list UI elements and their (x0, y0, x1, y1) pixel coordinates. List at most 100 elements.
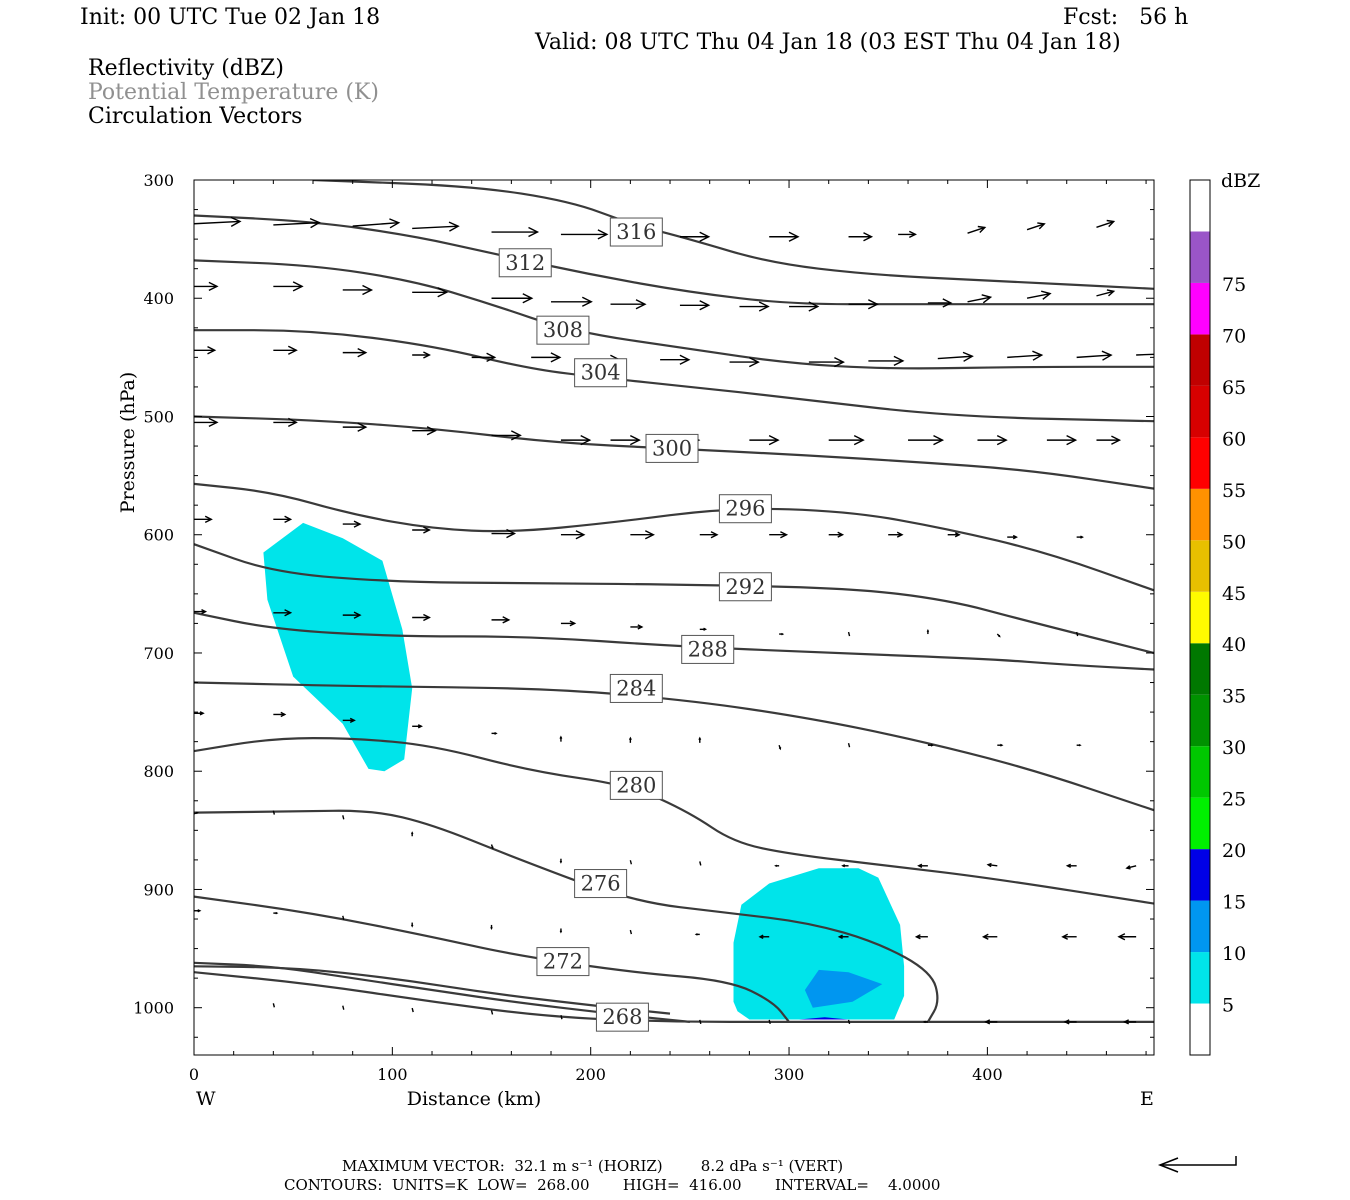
contour-label-box (609, 770, 663, 800)
vector-head (494, 731, 498, 735)
vector-head (853, 434, 865, 446)
circulation-vector (490, 924, 493, 930)
x-axis-label: Distance (km) (407, 1088, 542, 1110)
vector-shaft (1076, 354, 1112, 359)
vector-head (410, 924, 414, 928)
contour-label-text: 276 (581, 872, 621, 896)
vector-head (502, 616, 511, 624)
circulation-vector (342, 347, 368, 358)
circulation-vector (699, 531, 719, 539)
max-vector-note: MAXIMUM VECTOR: 32.1 m s⁻¹ (HORIZ) 8.2 d… (342, 1157, 844, 1175)
colorbar-swatch (1190, 231, 1210, 283)
circulation-vector (1026, 222, 1046, 231)
circulation-vector (273, 217, 321, 229)
vector-head (628, 736, 632, 741)
circulation-vector (610, 299, 647, 310)
circulation-vector (808, 356, 845, 368)
contour-label-text: 308 (543, 318, 583, 342)
circulation-vector (1061, 933, 1077, 940)
theta-contour-280 (194, 736, 1154, 905)
vector-head (774, 864, 778, 868)
circulation-vector (927, 743, 935, 747)
circulation-vector (848, 299, 879, 310)
vector-head (977, 225, 987, 233)
vector-head (448, 221, 460, 232)
y-axis-label: Pressure (hPa) (117, 372, 139, 514)
circulation-vector (828, 434, 865, 446)
vector-head (996, 434, 1008, 446)
vector-head (1078, 743, 1082, 747)
vector-head (280, 711, 287, 718)
forecast-hour: Fcst: 56 h (1063, 5, 1189, 30)
circulation-vector (848, 232, 874, 242)
vector-head (778, 747, 782, 751)
vector-head (933, 434, 945, 446)
circulation-vector (342, 717, 356, 724)
theta-contour-268 (194, 971, 1154, 1024)
vector-head (199, 711, 205, 716)
circulation-vector (412, 426, 437, 436)
circulation-vector (1007, 534, 1018, 540)
circulation-vector (769, 231, 800, 242)
vector-head (841, 864, 846, 868)
circulation-vector (977, 434, 1008, 446)
circulation-vector (679, 231, 711, 242)
vector-head (908, 230, 917, 239)
circulation-vector (194, 417, 219, 428)
circulation-vector (698, 736, 702, 743)
reflectivity-area (263, 522, 413, 772)
vector-head (863, 232, 874, 242)
circulation-vector (273, 281, 304, 292)
circulation-vector (410, 922, 414, 928)
circulation-vector (272, 810, 276, 815)
vector-head (581, 296, 593, 307)
vector-head (758, 934, 764, 940)
colorbar-frame (1189, 179, 1211, 1056)
circulation-vector (491, 226, 540, 238)
circulation-vector (342, 422, 368, 432)
circulation-vector (699, 861, 702, 866)
vector-head (580, 434, 592, 446)
reflectivity-area (799, 1017, 849, 1020)
vector-head (559, 930, 563, 934)
vector-head (699, 300, 711, 311)
circulation-vector (922, 1020, 928, 1024)
vector-head (998, 634, 1001, 638)
colorbar-tick-label: 55 (1222, 480, 1246, 502)
contour-label-268: 268 (595, 1002, 649, 1032)
init-time: Init: 00 UTC Tue 02 Jan 18 (80, 5, 381, 30)
circulation-vector (412, 221, 460, 232)
colorbar-swatch (1190, 591, 1210, 644)
vector-shaft (411, 1007, 414, 1013)
contour-label-308: 308 (536, 315, 590, 345)
vector-shaft (1075, 631, 1079, 637)
contour-label-292: 292 (718, 572, 772, 602)
circulation-vector (914, 934, 928, 940)
vector-head (597, 229, 609, 240)
circulation-vector (926, 629, 930, 635)
contour-label-300: 300 (645, 433, 699, 463)
circulation-vector (1136, 353, 1154, 356)
vector-head (893, 355, 905, 367)
circulation-vector (194, 811, 199, 815)
circulation-vector (194, 281, 219, 292)
colorbar-swatch (1190, 797, 1210, 850)
y-tick-label: 900 (143, 880, 174, 899)
circulation-vector (490, 844, 494, 850)
contour-label-box (574, 869, 628, 899)
circulation-vector (629, 860, 633, 865)
theta-contour-300 (194, 415, 1154, 490)
circulation-vector (610, 434, 641, 446)
reference-vector-shaft (1160, 1156, 1237, 1166)
theta-contour-268 (194, 965, 671, 1015)
vector-shaft (967, 296, 991, 303)
vector-head (986, 862, 992, 868)
circulation-vector (1076, 350, 1113, 361)
vector-head (486, 352, 497, 363)
vector-head (195, 811, 199, 815)
colorbar-tick-label: 40 (1222, 634, 1246, 656)
vector-head (353, 520, 362, 528)
circulation-vector (490, 1010, 494, 1015)
contour-label-text: 300 (652, 436, 692, 460)
